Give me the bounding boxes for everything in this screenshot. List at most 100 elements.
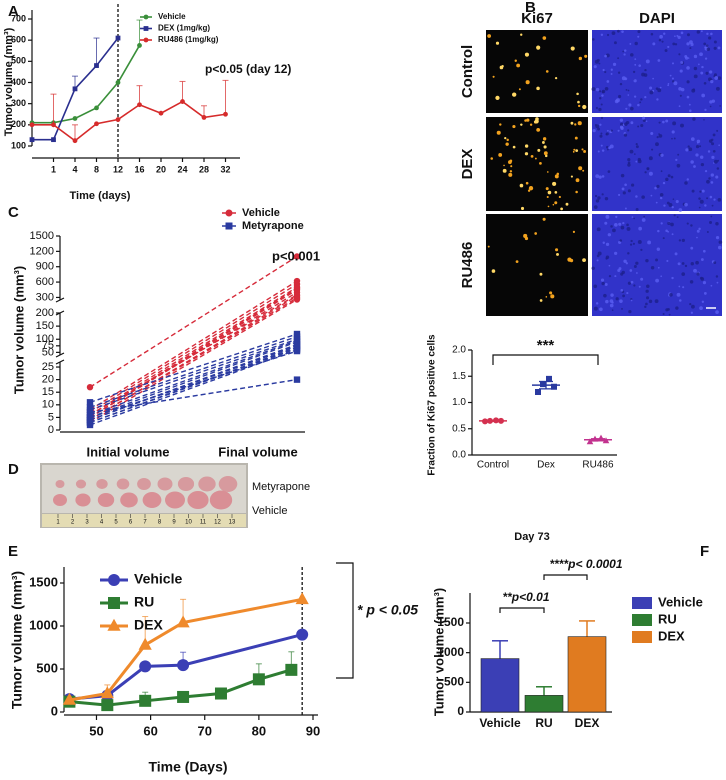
nucleus-dot <box>624 77 628 81</box>
nucleus-dot <box>686 33 690 37</box>
nucleus-dot <box>619 239 623 242</box>
nucleus-dot <box>635 145 639 149</box>
x-tick-label: 1 <box>51 164 56 174</box>
nucleus-dot <box>596 254 600 258</box>
nucleus-dot <box>602 68 605 72</box>
stain-dot <box>576 92 579 96</box>
legend-marker <box>108 597 120 609</box>
nucleus-dot <box>662 120 665 124</box>
y-tick-label: 300 <box>36 291 54 303</box>
nucleus-dot <box>598 107 602 112</box>
nucleus-dot <box>619 122 624 127</box>
nucleus-dot <box>614 251 618 255</box>
marker <box>295 592 309 605</box>
stain-dot <box>519 183 524 188</box>
nucleus-dot <box>703 81 707 85</box>
legend-label: Metyrapone <box>242 220 304 232</box>
legend-label: DEX (1mg/kg) <box>158 24 210 33</box>
nucleus-dot <box>678 87 682 91</box>
x-tick-label: RU486 <box>582 460 614 471</box>
nucleus-dot <box>673 214 676 217</box>
marker <box>586 438 594 445</box>
nucleus-dot <box>633 153 636 155</box>
nucleus-dot <box>716 129 719 132</box>
stain-dot <box>506 138 509 142</box>
nucleus-dot <box>705 44 709 47</box>
marker <box>137 43 142 48</box>
nucleus-dot <box>630 299 633 302</box>
nucleus-dot <box>717 76 722 80</box>
y-tick-label: 1200 <box>30 245 54 257</box>
axis-break <box>55 297 65 303</box>
nucleus-dot <box>660 275 663 278</box>
y-tick-label: 600 <box>11 35 26 45</box>
row-label: Metyrapone <box>252 481 310 493</box>
nucleus-dot <box>593 306 598 311</box>
legend-marker <box>143 14 149 20</box>
nucleus-dot <box>677 262 681 266</box>
marker <box>293 296 301 303</box>
nucleus-dot <box>655 278 660 283</box>
nucleus-dot <box>710 79 714 84</box>
nucleus-dot <box>686 178 689 181</box>
nucleus-dot <box>641 218 646 222</box>
stain-dot <box>539 162 542 165</box>
nucleus-dot <box>710 284 713 287</box>
nucleus-dot <box>690 224 693 227</box>
nucleus-dot <box>608 146 611 150</box>
nucleus-dot <box>596 227 601 232</box>
stain-dot <box>558 195 561 199</box>
stain-dot <box>556 252 559 256</box>
nucleus-dot <box>668 203 673 207</box>
stain-dot <box>492 75 495 78</box>
y-tick-label: 1500 <box>29 574 58 589</box>
marker <box>138 637 152 650</box>
nucleus-dot <box>679 299 682 302</box>
nucleus-dot <box>645 302 648 306</box>
nucleus-dot <box>622 50 625 53</box>
nucleus-dot <box>600 278 605 282</box>
nucleus-dot <box>608 274 612 278</box>
panel-label: B <box>525 0 536 16</box>
x-tick-label: 24 <box>177 164 187 174</box>
nucleus-dot <box>637 103 640 107</box>
ruler-label: 12 <box>214 520 221 526</box>
nucleus-dot <box>700 71 704 75</box>
nucleus-dot <box>627 161 631 165</box>
nucleus-dot <box>699 190 702 193</box>
stain-dot <box>527 189 531 192</box>
nucleus-dot <box>601 149 605 152</box>
nucleus-dot <box>710 181 714 184</box>
tumor <box>96 479 108 489</box>
nucleus-dot <box>699 199 704 204</box>
panel-label: E <box>8 543 18 560</box>
nucleus-dot <box>717 197 722 202</box>
nucleus-dot <box>629 243 633 246</box>
stain-dot <box>512 92 517 97</box>
nucleus-dot <box>692 117 696 121</box>
x-tick-label: 90 <box>306 723 320 738</box>
nucleus-dot <box>608 264 611 267</box>
stain-dot <box>520 206 525 211</box>
tumor <box>142 492 162 508</box>
pair-line <box>89 255 298 388</box>
nucleus-dot <box>593 65 597 69</box>
nucleus-dot <box>595 87 600 92</box>
y-tick-label: 1000 <box>437 645 464 659</box>
nucleus-dot <box>658 134 663 138</box>
nucleus-dot <box>693 74 698 79</box>
nucleus-dot <box>693 66 698 71</box>
stain-dot <box>543 151 548 156</box>
nucleus-dot <box>665 177 669 182</box>
micrograph <box>486 30 588 113</box>
nucleus-dot <box>610 68 613 71</box>
marker <box>86 383 94 391</box>
annotation: * p < 0.05 <box>357 602 418 618</box>
stain-dot <box>508 172 513 177</box>
panel-label: C <box>8 204 19 221</box>
nucleus-dot <box>633 79 637 83</box>
stain-dot <box>574 123 577 126</box>
nucleus-dot <box>708 177 711 180</box>
y-tick-label: 700 <box>11 13 26 23</box>
y-tick-label: 400 <box>11 77 26 87</box>
